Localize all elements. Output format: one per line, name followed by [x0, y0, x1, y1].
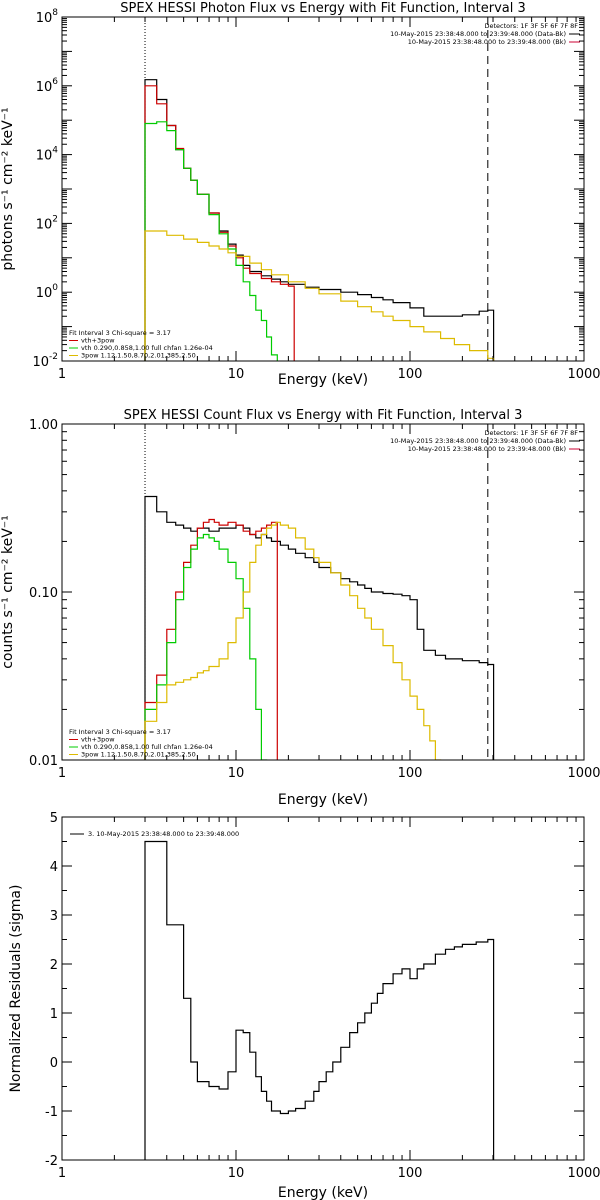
y-tick-label: 3 — [50, 909, 58, 924]
x-tick-label: 10 — [228, 1166, 245, 1181]
x-tick-label: 1000 — [567, 766, 600, 781]
chart-title: SPEX HESSI Photon Flux vs Energy with Fi… — [120, 1, 526, 16]
chart-3: 1 10 100 1000 -2 -1 0 1 2 3 4 5 Energy (keV) Normaliz… — [8, 811, 600, 1200]
legend-entry: vth+3pow — [81, 736, 115, 744]
y-tick-label: 0.10 — [29, 586, 58, 601]
chart-title: SPEX HESSI Count Flux vs Energy with Fit… — [124, 408, 523, 423]
series-3-line — [144, 121, 278, 361]
x-axis-label: Energy (keV) — [278, 1185, 368, 1200]
top-legend: Detectors: 1F 3F 5F 6F 7F 8F10-May-2015 … — [390, 22, 580, 46]
y-tick-label: 108 — [36, 8, 59, 26]
chart-1: 1 10 100 1000 10-2 100 102 104 106 108 SPEX HESSI … — [0, 1, 600, 388]
y-axis: -2 -1 0 1 2 3 4 5 — [45, 811, 584, 1169]
top-legend: 3. 10-May-2015 23:38:48.000 to 23:39:48.… — [70, 830, 239, 838]
plot-frame — [61, 816, 585, 1161]
x-tick-label: 1 — [58, 1166, 66, 1181]
y-axis: 10-2 100 102 104 106 108 — [32, 8, 584, 370]
y-tick-label: 4 — [50, 860, 58, 875]
legend-entry: vth 0.290,0.858,1.00 full chfan 1.26e-04 — [81, 344, 213, 352]
x-tick-label: 10 — [228, 367, 245, 382]
y-tick-label: 104 — [36, 146, 59, 164]
bottom-legend: Fit Interval 3 Chi-square = 3.17vth+3pow… — [69, 329, 213, 360]
x-tick-label: 1000 — [567, 1166, 600, 1181]
series-1-line — [144, 840, 495, 1160]
y-tick-label: 5 — [50, 811, 58, 826]
legend-entry: Detectors: 1F 3F 5F 6F 7F 8F — [484, 429, 578, 437]
x-tick-label: 1000 — [567, 367, 600, 382]
legend-entry: 10-May-2015 23:38:48.000 to 23:39:48.000… — [390, 30, 566, 38]
y-tick-label: 0.01 — [29, 754, 58, 769]
y-tick-label: 0 — [50, 1056, 58, 1071]
legend-entry: Fit Interval 3 Chi-square = 3.17 — [69, 728, 171, 736]
x-axis: 1 10 100 1000 — [58, 424, 600, 781]
y-tick-label: -1 — [45, 1105, 58, 1120]
plot-frame — [61, 423, 585, 761]
series-4-line — [144, 521, 442, 760]
top-legend: Detectors: 1F 3F 5F 6F 7F 8F10-May-2015 … — [390, 429, 580, 453]
series-1-line — [144, 79, 495, 361]
legend-entry: 3. 10-May-2015 23:38:48.000 to 23:39:48.… — [88, 830, 239, 838]
x-tick-label: 100 — [398, 766, 423, 781]
y-tick-label: 102 — [36, 214, 58, 232]
y-tick-label: 1.00 — [29, 418, 58, 433]
y-tick-label: 106 — [36, 77, 59, 95]
y-axis-label: Normalized Residuals (sigma) — [8, 885, 24, 1093]
x-tick-label: 10 — [228, 766, 245, 781]
y-tick-label: 2 — [50, 958, 58, 973]
legend-entry: 3pow 1.12,1.50,8.70,2.01,385,2.50 — [81, 352, 196, 360]
series-2-line — [144, 85, 295, 361]
series-4-line — [144, 230, 495, 361]
bottom-legend: Fit Interval 3 Chi-square = 3.17vth+3pow… — [69, 728, 213, 759]
y-axis: 0.01 0.10 1.00 — [29, 418, 584, 769]
series-3-line — [144, 533, 268, 760]
x-axis-label: Energy (keV) — [278, 792, 368, 808]
legend-entry: Fit Interval 3 Chi-square = 3.17 — [69, 329, 171, 337]
x-tick-label: 1 — [58, 367, 66, 382]
legend-entry: 10-May-2015 23:38:48.000 to 23:39:48.000… — [390, 437, 566, 445]
legend-entry: 10-May-2015 23:38:48.000 to 23:39:48.000… — [408, 38, 566, 46]
legend-entry: Detectors: 1F 3F 5F 6F 7F 8F — [484, 22, 578, 30]
legend-entry: vth 0.290,0.858,1.00 full chfan 1.26e-04 — [81, 743, 213, 751]
chart-2: 1 10 100 1000 0.01 0.10 1.00 SPEX HESSI Count F… — [0, 408, 600, 808]
y-axis-label: photons s⁻¹ cm⁻² keV⁻¹ — [0, 107, 16, 270]
x-axis-label: Energy (keV) — [278, 372, 368, 388]
x-tick-label: 100 — [398, 367, 423, 382]
legend-entry: vth+3pow — [81, 337, 115, 345]
y-axis-label: counts s⁻¹ cm⁻² keV⁻¹ — [0, 515, 16, 669]
legend-entry: 10-May-2015 23:38:48.000 to 23:39:48.000… — [408, 445, 566, 453]
y-tick-label: 1 — [50, 1007, 58, 1022]
y-tick-label: 100 — [36, 283, 59, 301]
x-axis: 1 10 100 1000 — [58, 17, 600, 382]
y-tick-label: 10-2 — [32, 352, 58, 370]
x-axis: 1 10 100 1000 — [58, 817, 600, 1181]
plot-frame — [61, 16, 585, 362]
series-2-line — [144, 518, 278, 760]
legend-entry: 3pow 1.12,1.50,8.70,2.01,385,2.50 — [81, 751, 196, 759]
x-tick-label: 1 — [58, 766, 66, 781]
x-tick-label: 100 — [398, 1166, 423, 1181]
y-tick-label: -2 — [45, 1154, 58, 1169]
